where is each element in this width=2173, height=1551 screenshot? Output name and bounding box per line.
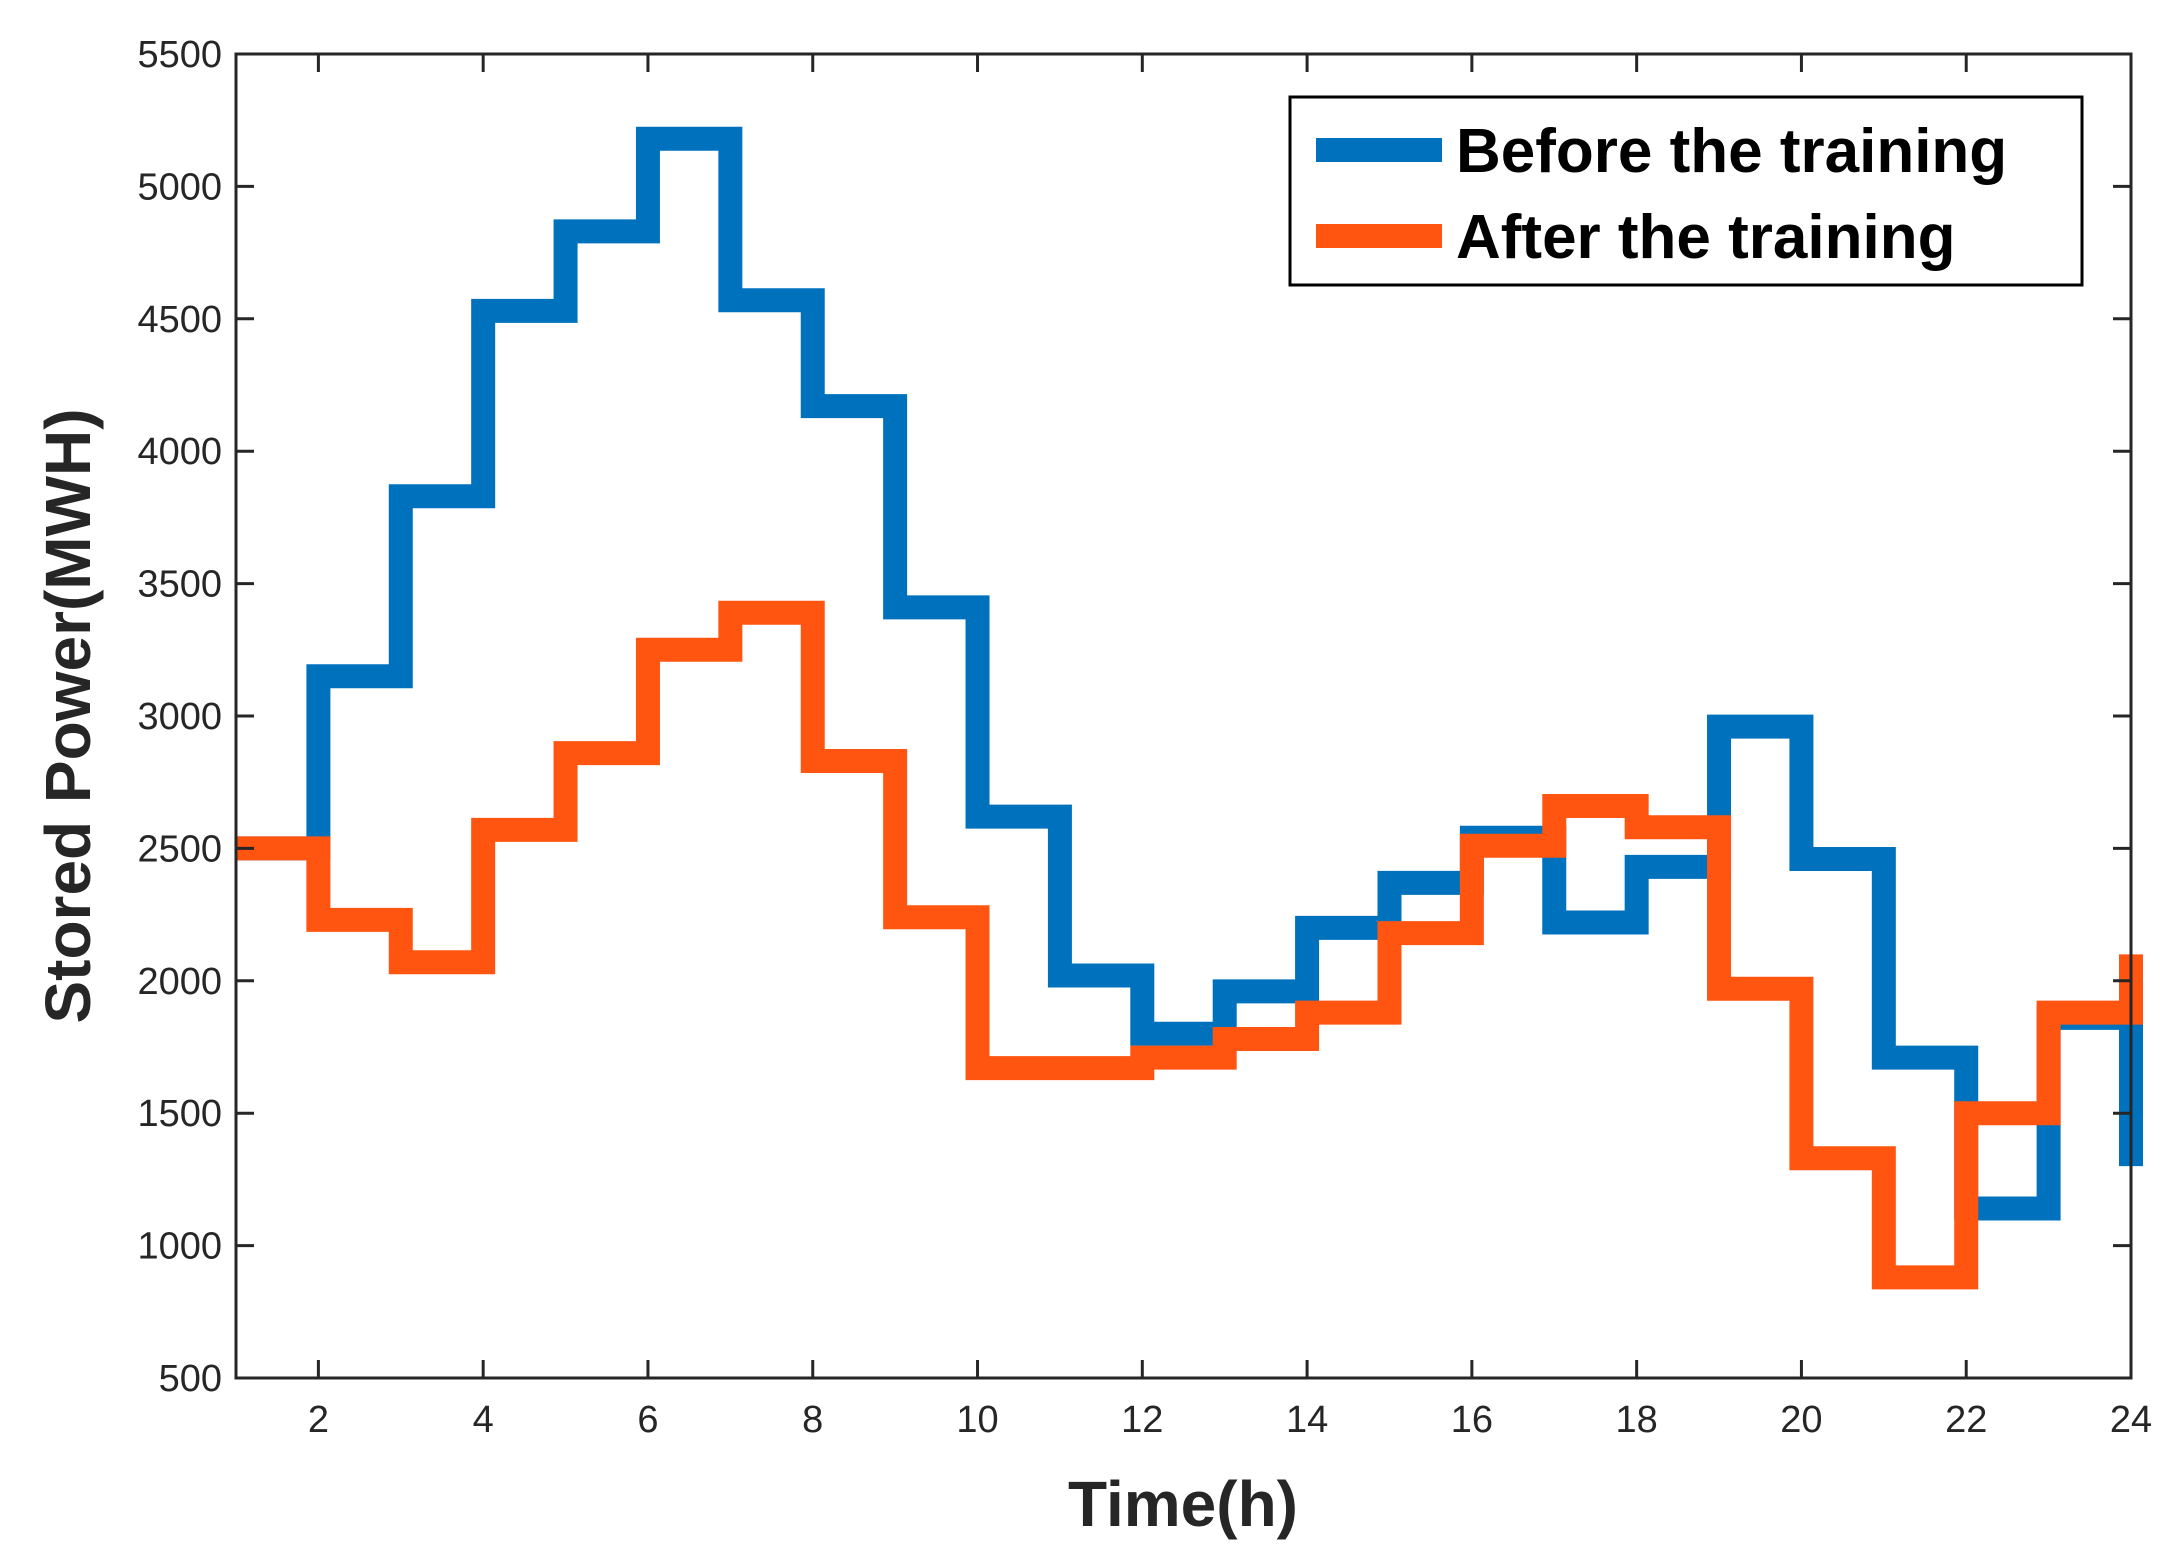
- y-tick-label: 3000: [137, 696, 222, 738]
- x-tick-label: 24: [2110, 1399, 2152, 1441]
- x-tick-label: 2: [308, 1399, 329, 1441]
- tick-layer: 2 4 6 8 10 12 14 16 18 20 22 2450010001500200025003…: [137, 34, 2152, 1441]
- y-tick-label: 1000: [137, 1226, 222, 1268]
- y-tick-label: 2500: [137, 828, 222, 870]
- x-tick-label: 10: [956, 1399, 998, 1441]
- y-tick-label: 3500: [137, 564, 222, 606]
- legend: Before the training After the training: [1288, 95, 2084, 287]
- legend-box: [1288, 95, 2084, 287]
- x-tick-label: 16: [1451, 1399, 1493, 1441]
- series-layer: [236, 126, 2143, 1290]
- y-tick-label: 500: [159, 1358, 222, 1400]
- plot-frame: [234, 52, 2133, 1380]
- y-axis-title: Stored Power(MWH): [32, 408, 104, 1023]
- x-tick-label: 12: [1121, 1399, 1163, 1441]
- y-tick-label: 5500: [137, 34, 222, 76]
- y-tick-label: 2000: [137, 961, 222, 1003]
- x-tick-label: 4: [473, 1399, 494, 1441]
- legend-label-before: Before the training: [1456, 117, 2007, 186]
- x-tick-label: 14: [1286, 1399, 1328, 1441]
- x-axis-title: Time(h): [1068, 1468, 1298, 1540]
- x-tick-label: 22: [1945, 1399, 1987, 1441]
- y-tick-label: 4000: [137, 431, 222, 473]
- y-tick-label: 5000: [137, 166, 222, 208]
- legend-label-after: After the training: [1456, 203, 1955, 272]
- y-tick-label: 4500: [137, 299, 222, 341]
- x-tick-label: 20: [1780, 1399, 1822, 1441]
- x-tick-label: 8: [802, 1399, 823, 1441]
- x-tick-label: 6: [637, 1399, 658, 1441]
- series-line-after-the-training: [236, 600, 2143, 1290]
- x-tick-label: 18: [1616, 1399, 1658, 1441]
- y-tick-label: 1500: [137, 1093, 222, 1135]
